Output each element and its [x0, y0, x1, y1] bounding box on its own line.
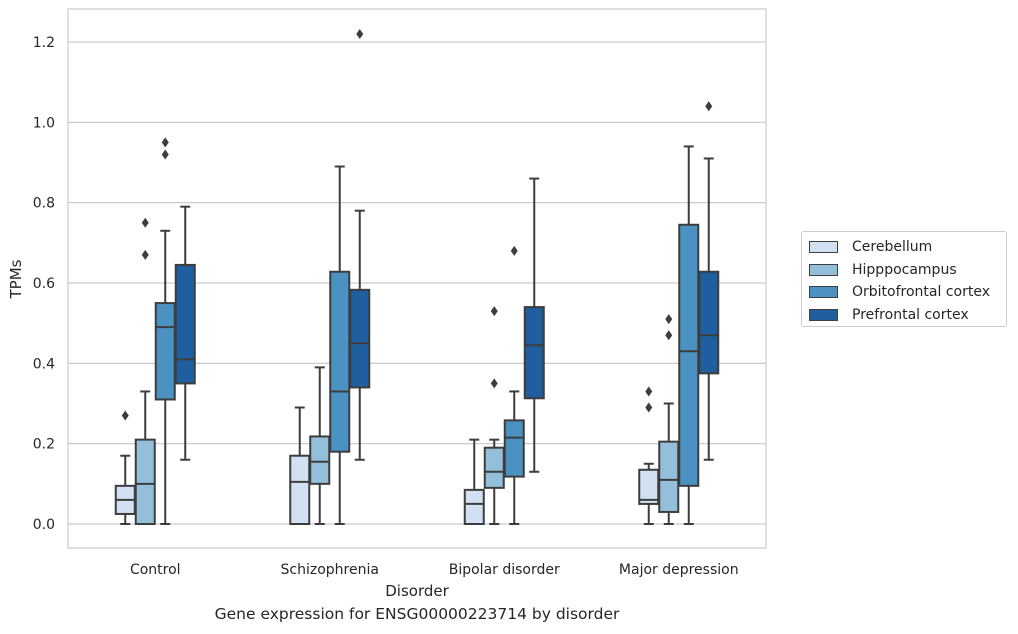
x-axis-label: Disorder: [385, 582, 449, 600]
box-iqr: [483, 446, 505, 489]
box-iqr: [463, 488, 485, 526]
box-iqr: [289, 454, 311, 526]
box-iqr: [523, 306, 545, 400]
outlier-point: [161, 149, 169, 160]
y-tick-label: 0.4: [33, 356, 55, 372]
y-tick-label: 0.2: [33, 437, 55, 453]
box-2-0: [154, 137, 176, 525]
x-tick-label: Schizophrenia: [281, 562, 379, 578]
plot-area-frame: [67, 8, 767, 549]
legend-label: Prefrontal cortex: [852, 306, 969, 323]
box-iqr: [698, 270, 720, 375]
outlier-point: [645, 402, 653, 413]
outlier-point: [645, 386, 653, 397]
box-iqr: [503, 419, 525, 478]
y-tick-label: 1.0: [33, 115, 55, 131]
outlier-point: [705, 101, 713, 112]
legend-item: Orbitofrontal cortex: [809, 281, 1006, 304]
outlier-point: [665, 314, 673, 325]
box-3-0: [174, 205, 196, 461]
box-0-1: [289, 406, 311, 526]
chart-caption: Gene expression for ENSG00000223714 by d…: [214, 605, 620, 623]
box-iqr: [349, 288, 371, 389]
box-0-2: [463, 438, 485, 526]
box-1-3: [658, 314, 680, 525]
box-1-1: [309, 366, 331, 525]
legend-label: Hipppocampus: [852, 261, 957, 278]
legend-swatch: [809, 241, 838, 254]
box-iqr: [658, 440, 680, 513]
box-iqr: [329, 270, 351, 453]
box-iqr: [638, 468, 660, 505]
box-2-1: [329, 165, 351, 525]
boxes: [114, 28, 720, 526]
box-0-0: [114, 410, 136, 525]
box-1-0: [134, 217, 156, 525]
outlier-point: [141, 217, 149, 228]
box-3-2: [523, 177, 545, 473]
legend-swatch: [809, 263, 838, 276]
outlier-point: [490, 378, 498, 389]
legend-item: Cerebellum: [809, 236, 1006, 259]
outlier-point: [121, 410, 129, 421]
y-tick-labels: 0.0 0.2 0.4 0.6 0.8 1.0 1.2: [33, 35, 55, 533]
legend-label: Cerebellum: [852, 239, 933, 256]
y-tick-label: 0.0: [33, 517, 55, 533]
x-tick-labels: Control Schizophrenia Bipolar disorder Majo…: [130, 562, 739, 578]
x-tick-label: Bipolar disorder: [449, 562, 560, 578]
x-tick-label: Major depression: [619, 562, 739, 578]
legend-label: Orbitofrontal cortex: [852, 284, 990, 301]
legend-item: Prefrontal cortex: [809, 304, 1006, 327]
legend-swatch: [809, 286, 838, 299]
box-0-3: [638, 386, 660, 525]
x-tick-label: Control: [130, 562, 181, 578]
outlier-point: [665, 330, 673, 341]
box-3-1: [349, 28, 371, 461]
box-iqr: [309, 435, 331, 485]
box-1-2: [483, 306, 505, 525]
outlier-point: [490, 306, 498, 317]
legend: Cerebellum Hipppocampus Orbitofrontal cort…: [801, 231, 1007, 327]
outlier-point: [161, 137, 169, 148]
y-tick-label: 1.2: [33, 35, 55, 51]
legend-swatch: [809, 308, 838, 321]
box-iqr: [174, 263, 196, 385]
y-tick-label: 0.6: [33, 276, 55, 292]
box-iqr: [134, 438, 156, 525]
outlier-point: [356, 28, 364, 39]
box-3-3: [698, 101, 720, 461]
y-tick-label: 0.8: [33, 196, 55, 212]
outlier-point: [510, 245, 518, 256]
outlier-point: [141, 249, 149, 260]
box-iqr: [678, 223, 700, 487]
box-2-2: [503, 245, 525, 525]
y-axis-label: TPMs: [7, 259, 25, 299]
legend-item: Hipppocampus: [809, 259, 1006, 282]
box-iqr: [154, 302, 176, 401]
